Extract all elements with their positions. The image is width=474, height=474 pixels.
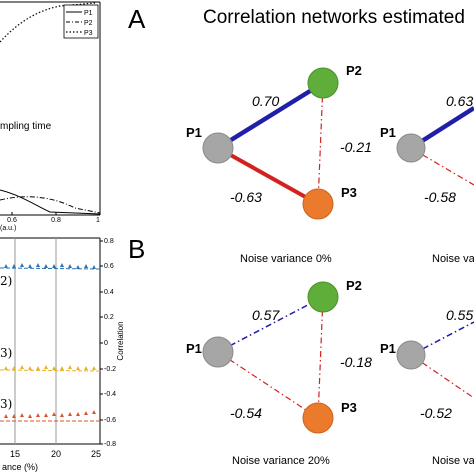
node-p2 [307,281,339,313]
network-caption: Noise va [432,253,474,265]
edge-p1-p3 [410,147,474,186]
y2-tick-label: -0.6 [104,417,116,424]
legend-p3: P3 [84,30,93,37]
series-bottom-markers [4,410,96,418]
legend-p1: P1 [84,10,93,17]
node-label-p3: P3 [341,400,357,415]
y2-tick-label: -0.4 [104,391,116,398]
correlation-noise-plot: 2) 3) 3) 0.8 0.6 0.4 0.2 0 -0.2 -0.4 -0.… [0,237,125,472]
node-label-p1: P1 [380,341,396,356]
node-label-p3: P3 [341,185,357,200]
network-caption: Noise variance 0% [240,253,332,265]
edge-p1-p2 [216,81,325,150]
node-label-p1: P1 [380,125,396,140]
edge-label-p2-p3: -0.21 [340,139,372,155]
node-label-p1: P1 [186,341,202,356]
series-mid-markers [4,365,96,370]
y2-axis-label: Correlation [116,321,125,360]
y2-tick-label: -0.8 [104,441,116,448]
series-label: 3) [0,346,12,360]
network-caption: Noise va [432,455,474,467]
x-tick-label: 1 [96,217,100,224]
edge-label-p1-p2: 0.63 [446,93,473,109]
node-label-p2: P2 [346,63,362,78]
network-b-noise-cut: P1 0.55 -0.52 Noise va [380,307,474,467]
edge-p1-p2 [217,296,324,353]
series-label: 2) [0,274,12,288]
edge-label-p2-p3: -0.18 [340,354,372,370]
p3-curve [0,2,96,43]
network-caption: Noise variance 20% [232,455,330,467]
sampling-time-annotation: mpling time [0,121,52,132]
node-label-p2: P2 [346,278,362,293]
series-label: 3) [0,397,12,411]
node-p1 [202,336,234,368]
edge-p2-p3 [317,82,324,205]
edge-p2-p3 [317,296,324,419]
time-course-plot: P1 P2 P3 mpling time 0.6 0.8 1 (a.u.) [0,1,101,232]
y2-tick-label: 0.2 [104,314,114,321]
edge-p1-p2 [410,321,474,356]
x-tick-label: 0.8 [51,217,61,224]
node-p1 [202,132,234,164]
node-p3 [302,188,334,220]
x-axis-label: ance (%) [2,462,38,472]
network-a-noise-0: P1 P2 P3 0.70 -0.21 -0.63 Noise variance… [186,63,372,265]
node-p1 [396,133,426,163]
edge-label-p1-p3: -0.54 [230,405,262,421]
network-b-noise-20: P1 P2 P3 0.57 -0.18 -0.54 Noise variance… [186,278,372,467]
y2-tick-label: 0.8 [104,238,114,245]
legend-p2: P2 [84,20,93,27]
x-tick-label: 25 [91,449,101,459]
x-tick-label: 0.6 [7,217,17,224]
y2-tick-label: 0.6 [104,263,114,270]
panel-a-title: Correlation networks estimated [203,7,465,28]
edge-label-p1-p2: 0.70 [252,93,279,109]
y2-tick-label: -0.2 [104,366,116,373]
edge-label-p1-p3: -0.58 [424,189,456,205]
x-tick-label: 15 [10,449,20,459]
edge-p1-p3 [410,354,474,399]
edge-label-p1-p3: -0.63 [230,189,262,205]
edge-label-p1-p3: -0.52 [420,405,452,421]
node-p2 [307,67,339,99]
edge-label-p1-p2: 0.55 [446,307,473,323]
x-tick-label: 20 [51,449,61,459]
p1-curve [0,189,101,215]
series-top-markers [4,263,96,269]
edge-p1-p3 [217,146,319,206]
panel-letter-a: A [128,4,146,34]
y2-tick-label: 0 [104,340,108,347]
edge-label-p1-p2: 0.57 [252,307,280,323]
series-mid-line [0,369,101,372]
node-label-p1: P1 [186,125,202,140]
node-p3 [302,402,334,434]
series-top-line [0,267,101,270]
panel-letter-b: B [128,234,145,264]
x-axis-label: (a.u.) [0,225,16,232]
edge-p1-p3 [217,351,319,419]
y2-tick-label: 0.4 [104,289,114,296]
node-p1 [396,340,426,370]
p2-curve [0,196,101,214]
network-a-noise-cut: P1 0.63 -0.58 Noise va [380,93,474,265]
